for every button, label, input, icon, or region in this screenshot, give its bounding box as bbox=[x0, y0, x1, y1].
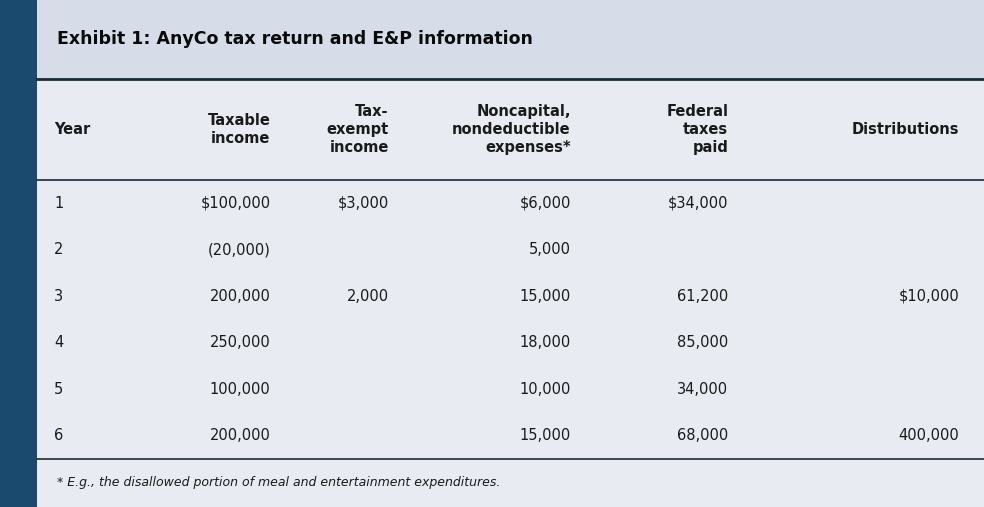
Text: Year: Year bbox=[54, 122, 91, 137]
FancyBboxPatch shape bbox=[37, 0, 984, 79]
Text: * E.g., the disallowed portion of meal and entertainment expenditures.: * E.g., the disallowed portion of meal a… bbox=[57, 477, 501, 489]
Text: 5: 5 bbox=[54, 382, 63, 396]
Text: 250,000: 250,000 bbox=[210, 335, 271, 350]
Text: 61,200: 61,200 bbox=[677, 288, 728, 304]
Text: 200,000: 200,000 bbox=[210, 428, 271, 443]
Text: Distributions: Distributions bbox=[852, 122, 959, 137]
Text: 34,000: 34,000 bbox=[677, 382, 728, 396]
Text: Taxable
income: Taxable income bbox=[208, 113, 271, 146]
Text: 5,000: 5,000 bbox=[528, 242, 571, 257]
Text: $10,000: $10,000 bbox=[898, 288, 959, 304]
Text: Tax-
exempt
income: Tax- exempt income bbox=[327, 104, 389, 155]
Text: 68,000: 68,000 bbox=[677, 428, 728, 443]
Text: 6: 6 bbox=[54, 428, 63, 443]
Text: 200,000: 200,000 bbox=[210, 288, 271, 304]
Text: $34,000: $34,000 bbox=[668, 196, 728, 211]
Text: 15,000: 15,000 bbox=[520, 288, 571, 304]
Text: 1: 1 bbox=[54, 196, 63, 211]
Text: Noncapital,
nondeductible
expenses*: Noncapital, nondeductible expenses* bbox=[452, 104, 571, 155]
Text: 4: 4 bbox=[54, 335, 63, 350]
Text: 2: 2 bbox=[54, 242, 64, 257]
Text: $3,000: $3,000 bbox=[338, 196, 389, 211]
Text: $6,000: $6,000 bbox=[520, 196, 571, 211]
Text: 18,000: 18,000 bbox=[520, 335, 571, 350]
FancyBboxPatch shape bbox=[0, 0, 37, 507]
Text: 100,000: 100,000 bbox=[210, 382, 271, 396]
Text: $100,000: $100,000 bbox=[201, 196, 271, 211]
Text: Exhibit 1: AnyCo tax return and E&P information: Exhibit 1: AnyCo tax return and E&P info… bbox=[57, 30, 533, 48]
Text: 2,000: 2,000 bbox=[346, 288, 389, 304]
Text: 3: 3 bbox=[54, 288, 63, 304]
Text: Federal
taxes
paid: Federal taxes paid bbox=[666, 104, 728, 155]
Text: 15,000: 15,000 bbox=[520, 428, 571, 443]
FancyBboxPatch shape bbox=[37, 79, 984, 507]
Text: (20,000): (20,000) bbox=[208, 242, 271, 257]
Text: 400,000: 400,000 bbox=[898, 428, 959, 443]
Text: 85,000: 85,000 bbox=[677, 335, 728, 350]
Text: 10,000: 10,000 bbox=[520, 382, 571, 396]
